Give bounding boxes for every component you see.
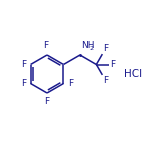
Text: F: F	[103, 44, 109, 53]
Text: F: F	[110, 60, 116, 69]
Text: F: F	[43, 41, 48, 50]
Text: HCl: HCl	[124, 69, 142, 79]
Text: F: F	[21, 79, 26, 88]
Text: NH: NH	[81, 40, 94, 50]
Text: F: F	[68, 79, 73, 88]
Text: F: F	[21, 60, 26, 69]
Text: F: F	[103, 76, 109, 85]
Text: 2: 2	[90, 47, 94, 52]
Text: F: F	[44, 97, 50, 107]
